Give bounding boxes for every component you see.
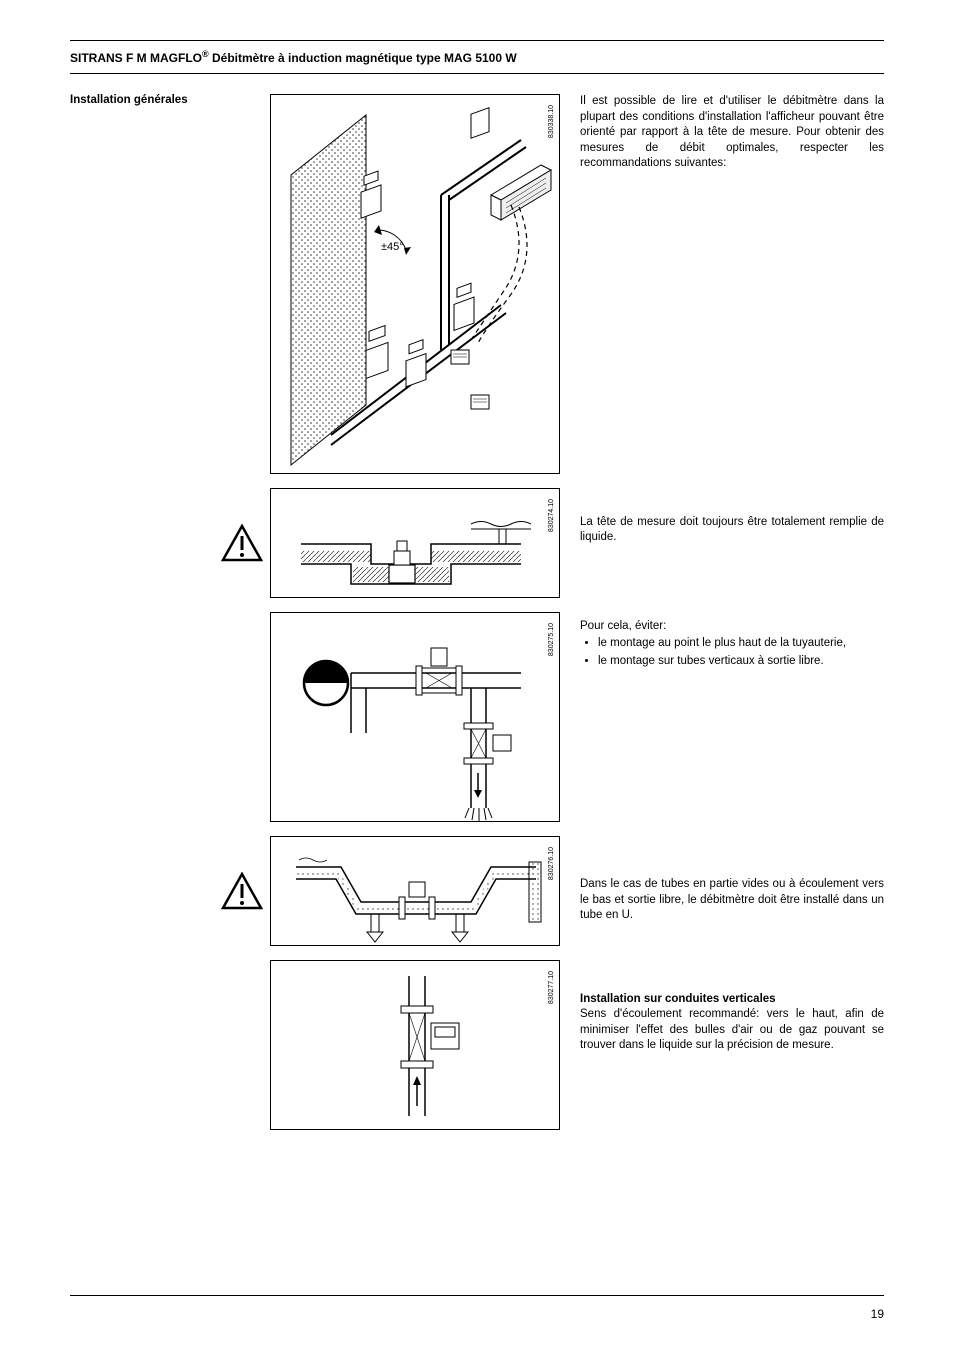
meter-1 [366,326,388,379]
paragraph-4: Dans le cas de tubes en partie vides ou … [580,877,884,924]
header-suffix: Débitmètre à induction magnétique type M… [209,51,517,65]
meter-2 [406,340,426,387]
spacer [580,942,884,992]
section-label: Installation générales [70,94,270,106]
figure-vertical-install: 830277.10 [270,960,560,1130]
meter-3 [454,283,474,330]
p3-intro: Pour cela, éviter: [580,620,666,632]
list-item: le montage sur tubes verticaux à sortie … [598,654,884,670]
paragraph-3: Pour cela, éviter: le montage au point l… [580,619,884,670]
fig5-svg [271,961,561,1131]
figure-u-tube: 830276.10 [270,836,560,946]
figure-isometric-install: 830338.10 [270,94,560,474]
fig5-ref: 830277.10 [548,971,555,1004]
figure-full-pipe: 830274.10 [270,488,560,598]
main-content: Installation générales 830338.10 [70,94,884,1130]
spacer [580,190,884,515]
spacer [580,687,884,877]
page-header: SITRANS F M MAGFLO® Débitmètre à inducti… [70,41,884,73]
paragraph-1: Il est possible de lire et d'utiliser le… [580,94,884,172]
fig4-ref: 830276.10 [548,847,555,880]
fig1-svg: ±45° [271,95,561,475]
fig2-ref: 830274.10 [548,499,555,532]
registered-mark: ® [202,49,209,59]
paragraph-2: La tête de mesure doit toujours être tot… [580,515,884,546]
header-rule [70,73,884,74]
bottom-rule [70,1295,884,1296]
fig1-ref: 830338.10 [548,105,555,138]
p5-title: Installation sur conduites verticales [580,993,776,1005]
p5-body: Sens d'écoulement recommandé: vers le ha… [580,1008,884,1051]
left-column: Installation générales [70,94,270,1130]
meter-top2 [471,108,489,139]
fig3-ref: 830275.10 [548,623,555,656]
fig3-svg [271,613,561,823]
meter-top1 [361,171,381,218]
warning-icon [221,524,263,562]
warning-icon-2 [221,872,263,910]
text-column: Il est possible de lire et d'utiliser le… [560,94,884,1130]
paragraph-5: Installation sur conduites verticales Se… [580,992,884,1054]
fig2-svg [271,489,561,599]
fig4-svg [271,837,561,947]
figures-column: 830338.10 [270,94,560,1130]
spacer [580,564,884,619]
figure-avoid-mounting: 830275.10 [270,612,560,822]
list-item: le montage au point le plus haut de la t… [598,636,884,652]
angle-text: ±45° [381,241,404,253]
page-number: 19 [871,1307,884,1321]
avoid-list: le montage au point le plus haut de la t… [580,636,884,669]
header-prefix: SITRANS F M MAGFLO [70,51,202,65]
